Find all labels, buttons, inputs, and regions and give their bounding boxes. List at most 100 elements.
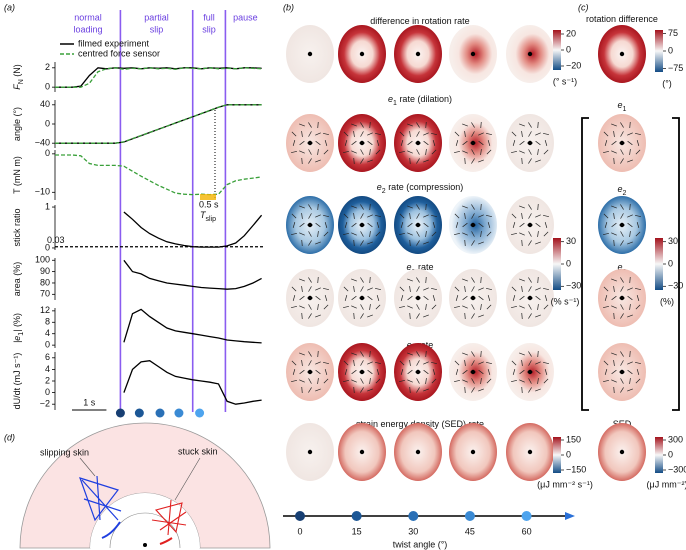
y-tick-label: 1 <box>45 201 50 211</box>
colorbar-unit: (% s⁻¹) <box>551 296 580 306</box>
strain-tick <box>308 122 312 128</box>
leader <box>174 457 201 501</box>
strain-tick <box>324 140 328 146</box>
strain-tick <box>291 360 297 366</box>
colorbar-tick-label: 75 <box>668 28 678 38</box>
colorbar-unit: (μJ mm⁻²) <box>647 479 686 489</box>
strain-tick <box>407 232 413 236</box>
strain-tick <box>423 287 429 291</box>
strain-tick <box>399 131 405 137</box>
strain-tick <box>603 286 609 292</box>
map-centre <box>307 369 313 375</box>
strain-tick <box>480 276 482 284</box>
strain-tick <box>537 377 539 385</box>
strain-tick <box>369 230 371 238</box>
y-axis-label: angle (°) <box>12 107 22 141</box>
strain-tick <box>454 213 460 219</box>
strain-tick <box>367 241 373 245</box>
strain-tick <box>478 132 484 136</box>
strain-tick <box>374 361 382 365</box>
strain-tick <box>535 287 541 291</box>
strain-tick <box>432 140 436 146</box>
y-tick-label: 0 <box>45 82 50 92</box>
strain-tick <box>478 361 484 365</box>
strain-tick <box>486 231 492 237</box>
strain-tick <box>430 287 438 291</box>
strain-tick <box>629 303 631 311</box>
map-centre <box>619 449 625 455</box>
strain-tick <box>343 286 349 292</box>
strain-tick <box>603 131 609 137</box>
y-axis-label: |e1| (%) <box>12 313 25 343</box>
strain-tick <box>399 286 405 292</box>
colorbar-unit: (°) <box>662 78 672 88</box>
strain-tick <box>537 121 539 129</box>
strain-tick <box>528 231 532 237</box>
strain-tick <box>486 149 492 155</box>
strain-tick <box>416 204 420 210</box>
strain-tick <box>367 159 373 163</box>
strain-tick <box>360 122 364 128</box>
strain-tick <box>322 287 330 291</box>
row-title-part: e <box>388 94 393 104</box>
map-centre <box>527 369 533 375</box>
strain-tick <box>416 131 420 137</box>
strain-tick <box>416 304 420 310</box>
panel-c-label: e2 <box>618 184 627 197</box>
strain-tick <box>620 387 624 393</box>
strain-tick <box>315 369 321 375</box>
strain-tick <box>512 295 516 301</box>
map-centre <box>527 51 533 57</box>
strain-tick <box>367 287 373 291</box>
map-centre <box>359 140 365 146</box>
series-line <box>123 211 263 248</box>
strain-tick <box>315 388 321 392</box>
strain-tick <box>620 204 624 210</box>
row-title-part: 1 <box>393 100 397 107</box>
strain-tick <box>455 369 459 375</box>
row-title-part: rate (compression) <box>386 182 464 192</box>
strain-tick <box>343 213 349 219</box>
strain-tick <box>351 295 357 301</box>
strain-tick <box>629 148 631 156</box>
strain-tick <box>360 351 364 357</box>
colorbar-tick-label: −300 <box>668 464 686 474</box>
strain-tick <box>425 350 427 358</box>
strain-tick <box>528 204 532 210</box>
strain-tick <box>324 295 328 301</box>
strain-tick <box>400 369 404 375</box>
strain-tick <box>471 158 475 164</box>
strain-tick <box>510 305 518 309</box>
strain-tick <box>613 157 615 165</box>
slip-window <box>200 194 216 200</box>
strain-tick <box>308 378 312 384</box>
strain-tick <box>407 305 413 309</box>
strain-tick <box>453 305 461 309</box>
strain-tick <box>471 304 475 310</box>
strain-tick <box>425 148 427 156</box>
map-centre <box>415 369 421 375</box>
strain-tick <box>627 369 633 375</box>
colorbar-tick-label: 30 <box>668 236 678 246</box>
strain-tick <box>611 222 617 228</box>
strain-tick <box>342 150 350 154</box>
phase-label: loading <box>73 24 102 34</box>
strain-tick <box>480 148 482 156</box>
phase-label: slip <box>202 24 216 34</box>
map-centre <box>619 222 625 228</box>
strain-tick <box>464 239 466 247</box>
strain-tick <box>611 278 617 282</box>
map-centre <box>415 222 421 228</box>
map-centre <box>359 222 365 228</box>
strain-tick <box>519 123 525 127</box>
x-tick-label: 15 <box>352 526 362 536</box>
legend-label: filmed experiment <box>78 38 150 48</box>
strain-tick <box>423 388 429 392</box>
strain-tick <box>471 286 475 292</box>
stuck-arrow <box>159 537 173 545</box>
twist-dot <box>351 511 362 521</box>
twist-arrow <box>565 512 575 520</box>
strain-tick <box>464 157 466 165</box>
t-slip-label-part: T <box>200 210 207 220</box>
strain-tick <box>464 285 466 293</box>
